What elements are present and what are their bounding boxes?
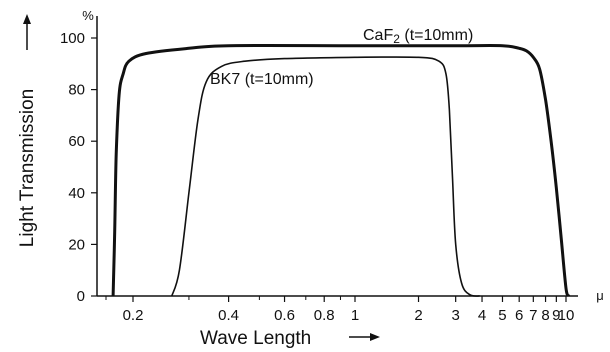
y-unit-label: % [82, 8, 94, 23]
y-tick-label: 100 [60, 30, 85, 47]
curves-layer [111, 44, 571, 298]
y-axis-arrow-icon [23, 14, 31, 50]
x-tick-label: 6 [515, 307, 523, 324]
y-axis-title-text: Light Transmission [17, 89, 38, 247]
y-axis-title: Light Transmission [17, 14, 38, 247]
x-tick-label: 1 [351, 307, 359, 324]
y-ticks: 0 20 40 60 80 100 [60, 30, 97, 305]
x-tick-label: 2 [414, 307, 422, 324]
y-tick-label: 20 [68, 236, 85, 253]
x-unit-label: μ [596, 288, 604, 303]
x-tick-label: 0.6 [274, 307, 295, 324]
x-tick-label: 5 [498, 307, 506, 324]
x-tick-label: 0.4 [218, 307, 239, 324]
y-tick-label: 40 [68, 185, 85, 202]
y-tick-label: 0 [77, 288, 85, 305]
x-tick-label: 8 [541, 307, 549, 324]
y-tick-label: 80 [68, 82, 85, 99]
x-tick-label: 0.2 [123, 307, 144, 324]
x-tick-label: 9 [552, 307, 560, 324]
x-tick-label: 3 [452, 307, 460, 324]
series-line-caf2 [111, 44, 571, 298]
x-tick-label: 0.8 [314, 307, 335, 324]
x-axis-arrow-icon [349, 333, 380, 341]
x-tick-label: 4 [478, 307, 486, 324]
x-tick-label: 7 [529, 307, 537, 324]
series-label-bk7: BK7 (t=10mm) [210, 71, 314, 88]
x-ticks: 0.2 0.4 0.6 0.8 1 2 3 4 5 6 7 8 910 [105, 296, 575, 324]
x-tick-label: 10 [558, 307, 575, 324]
x-axis-title: Wave Length [200, 328, 311, 349]
y-tick-label: 60 [68, 133, 85, 150]
series-label-caf2: CaF2 (t=10mm) [363, 27, 473, 46]
series-line-bk7 [171, 56, 480, 297]
